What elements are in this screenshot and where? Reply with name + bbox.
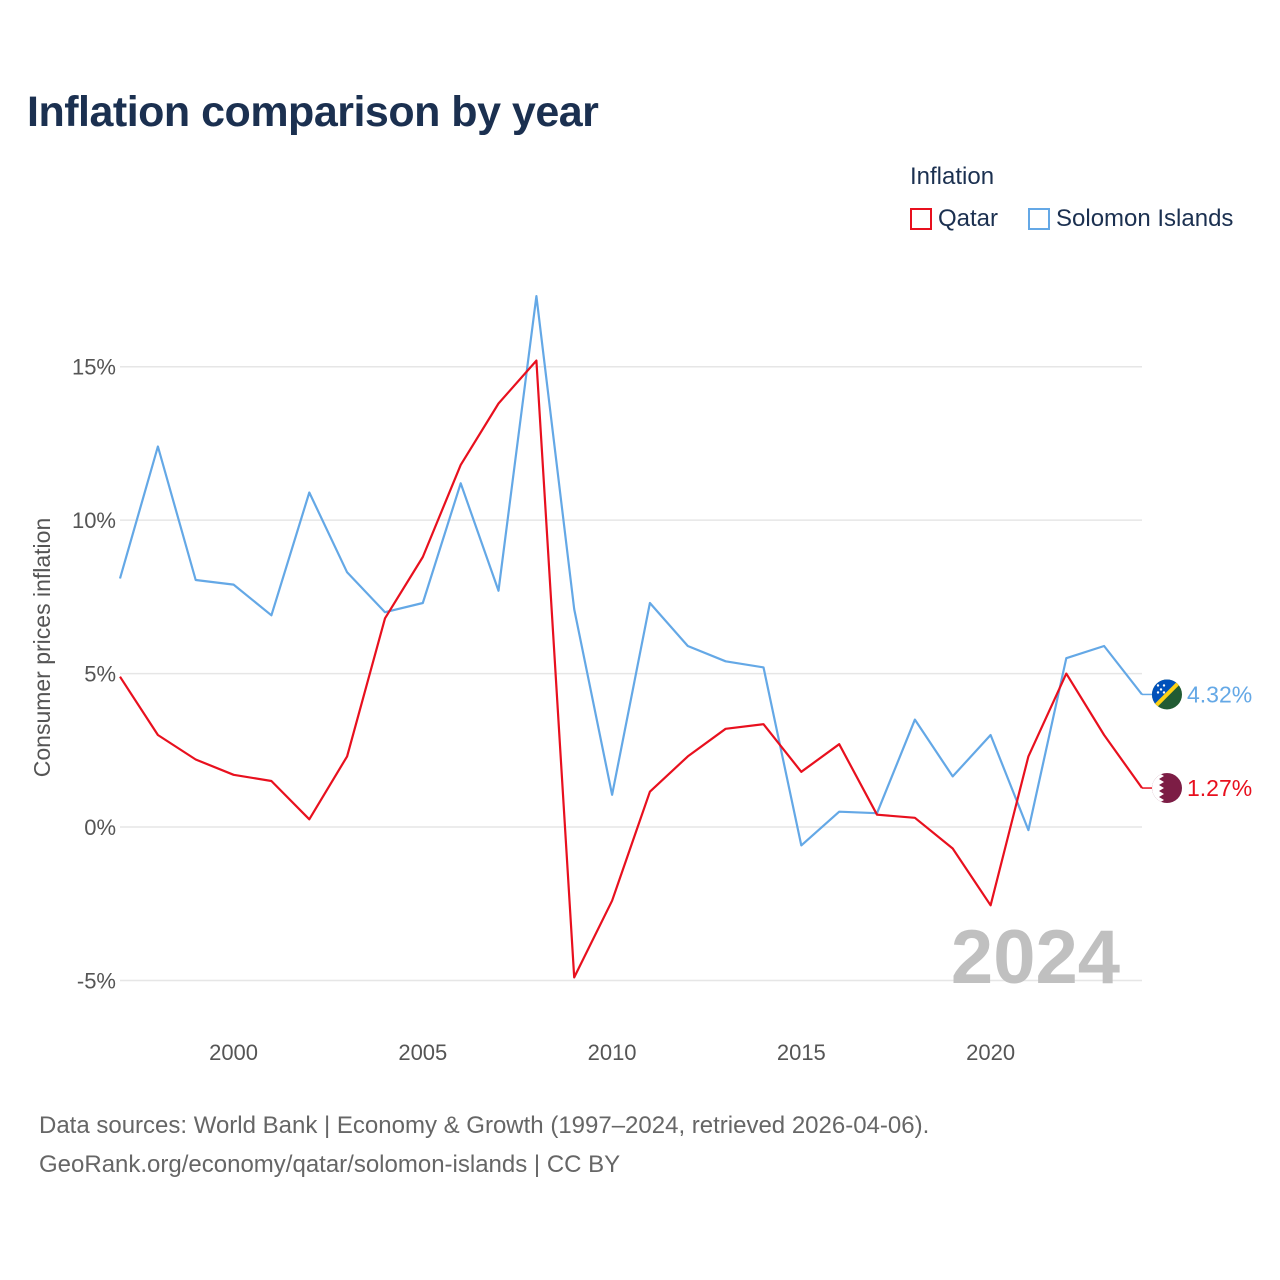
data-point-qatar: [874, 812, 880, 818]
legend-swatch-solomon-islands: [1028, 208, 1050, 230]
legend-item-solomon-islands[interactable]: Solomon Islands: [1028, 205, 1233, 233]
data-point-qatar: [571, 974, 577, 980]
data-point-qatar: [685, 753, 691, 759]
end-value-label-solomon-islands: 4.32%: [1187, 681, 1252, 707]
data-point-qatar: [306, 816, 312, 822]
data-point-qatar: [760, 721, 766, 727]
data-point-solomon-islands: [723, 658, 729, 664]
y-tick-label: -5%: [77, 968, 116, 993]
data-point-solomon-islands: [1101, 643, 1107, 649]
data-point-solomon-islands: [1063, 655, 1069, 661]
solomon-islands-flag: [1152, 679, 1182, 710]
y-tick-label: 10%: [72, 508, 116, 533]
data-point-qatar: [988, 902, 994, 908]
data-point-solomon-islands: [117, 575, 123, 581]
data-point-qatar: [950, 845, 956, 851]
source-line-2[interactable]: GeoRank.org/economy/qatar/solomon-island…: [39, 1151, 621, 1178]
data-point-qatar: [647, 789, 653, 795]
data-point-solomon-islands: [155, 444, 161, 450]
data-point-solomon-islands: [950, 773, 956, 779]
data-point-solomon-islands: [760, 664, 766, 670]
data-point-solomon-islands: [1025, 827, 1031, 833]
source-note: Data sources: World Bank | Economy & Gro…: [39, 1106, 929, 1184]
legend-label-solomon-islands: Solomon Islands: [1056, 205, 1234, 232]
legend-title: Inflation: [910, 163, 995, 190]
source-line-1: Data sources: World Bank | Economy & Gro…: [39, 1112, 930, 1139]
data-point-qatar: [533, 358, 539, 364]
x-tick-label: 2020: [966, 1040, 1015, 1065]
qatar-flag: [1152, 773, 1182, 804]
data-point-qatar: [420, 554, 426, 560]
data-point-solomon-islands: [571, 606, 577, 612]
data-point-solomon-islands: [496, 588, 502, 594]
data-point-solomon-islands: [533, 293, 539, 299]
data-point-solomon-islands: [458, 480, 464, 486]
data-point-qatar: [117, 674, 123, 680]
data-point-qatar: [268, 778, 274, 784]
series-line-qatar: [119, 359, 1143, 979]
data-point-solomon-islands: [798, 842, 804, 848]
chart-title: Inflation comparison by year: [27, 88, 599, 136]
data-point-qatar: [458, 462, 464, 468]
data-point-qatar: [155, 732, 161, 738]
data-point-qatar: [1025, 753, 1031, 759]
data-point-qatar: [609, 898, 615, 904]
data-point-solomon-islands: [193, 577, 199, 583]
data-point-solomon-islands: [609, 792, 615, 798]
data-point-solomon-islands: [344, 569, 350, 575]
data-point-solomon-islands: [836, 809, 842, 815]
y-tick-label: 15%: [72, 355, 116, 380]
data-point-solomon-islands: [685, 643, 691, 649]
y-tick-label: 0%: [84, 815, 116, 840]
data-point-solomon-islands: [912, 717, 918, 723]
data-point-solomon-islands: [231, 582, 237, 588]
legend-item-qatar[interactable]: Qatar: [910, 205, 998, 233]
data-point-solomon-islands: [268, 612, 274, 618]
data-point-qatar: [723, 726, 729, 732]
y-axis-label: Consumer prices inflation: [29, 518, 55, 778]
x-tick-label: 2005: [398, 1040, 447, 1065]
data-point-qatar: [912, 815, 918, 821]
data-point-qatar: [1101, 732, 1107, 738]
data-point-solomon-islands: [420, 600, 426, 606]
year-watermark: 2024: [951, 915, 1120, 1000]
x-tick-label: 2010: [588, 1040, 637, 1065]
data-point-qatar: [1063, 671, 1069, 677]
legend-label-qatar: Qatar: [938, 205, 999, 232]
x-tick-label: 2000: [209, 1040, 258, 1065]
data-point-qatar: [798, 769, 804, 775]
end-value-label-qatar: 1.27%: [1187, 775, 1252, 801]
data-point-qatar: [344, 753, 350, 759]
legend-swatch-qatar: [910, 208, 932, 230]
data-point-solomon-islands: [988, 732, 994, 738]
series-line-solomon-islands: [118, 295, 1143, 847]
data-point-solomon-islands: [647, 600, 653, 606]
data-point-qatar: [231, 772, 237, 778]
x-tick-label: 2015: [777, 1040, 826, 1065]
y-tick-label: 5%: [84, 662, 116, 687]
data-point-qatar: [193, 757, 199, 763]
data-point-qatar: [382, 615, 388, 621]
data-point-qatar: [496, 401, 502, 407]
line-chart: -5% 0% 5% 10% 15% 2000 2005 2010 2015 2020 Consume…: [29, 293, 1252, 1065]
data-point-solomon-islands: [306, 490, 312, 496]
data-point-qatar: [836, 741, 842, 747]
